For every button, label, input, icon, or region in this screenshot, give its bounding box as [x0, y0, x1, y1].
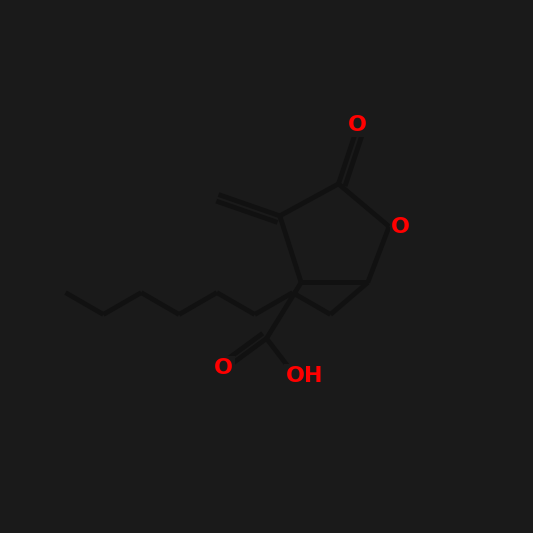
Text: OH: OH [286, 366, 324, 386]
Text: O: O [391, 216, 410, 237]
Text: O: O [214, 358, 233, 378]
Text: O: O [348, 115, 367, 135]
